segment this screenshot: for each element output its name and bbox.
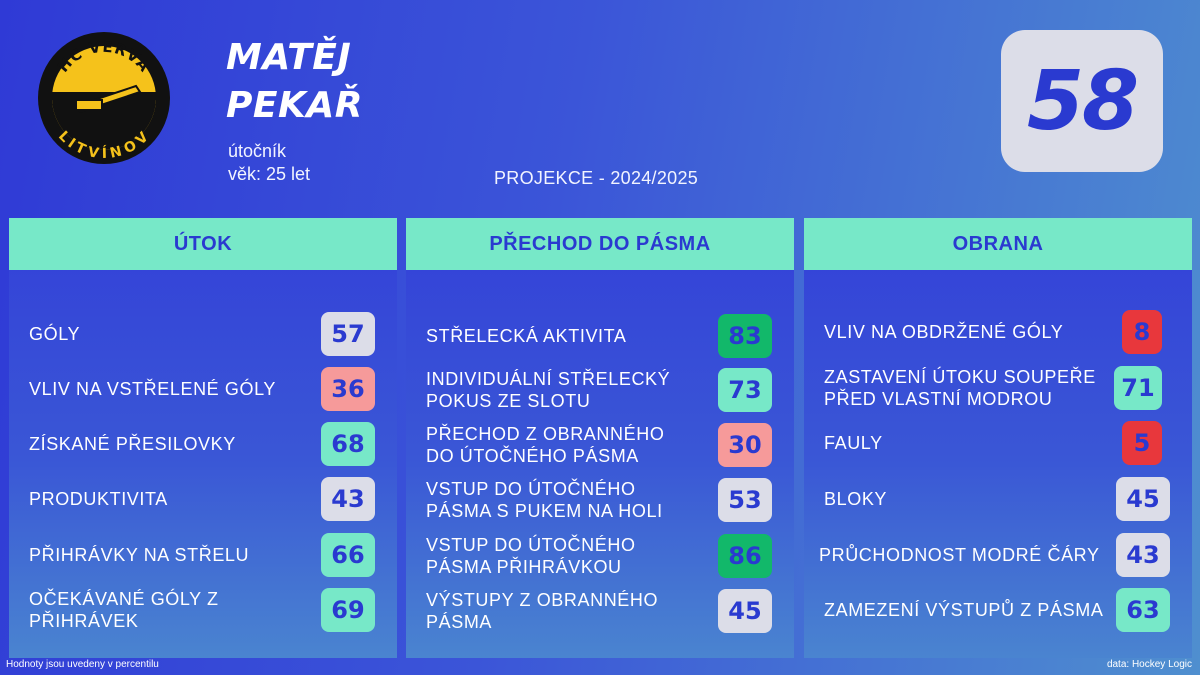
stat-label: STŘELECKÁ AKTIVITA [426, 326, 627, 346]
player-age: věk: 25 let [228, 164, 311, 184]
stat-row: VLIV NA VSTŘELENÉ GÓLY 36 [9, 365, 397, 413]
stat-value-badge: 83 [718, 314, 772, 358]
stat-label: VSTUP DO ÚTOČNÉHO PÁSMA S PUKEM NA HOLI [426, 479, 663, 521]
player-position: útočník [228, 141, 287, 161]
panel-prechod: PŘECHOD DO PÁSMA STŘELECKÁ AKTIVITA 83 IN… [406, 218, 794, 658]
player-name: MATĚJ PEKAŘ [226, 34, 486, 130]
stat-value-badge: 36 [321, 367, 375, 411]
stat-label: PRŮCHODNOST MODRÉ ČÁRY [819, 545, 1100, 565]
stat-row: VSTUP DO ÚTOČNÉHO PÁSMA S PUKEM NA HOLI 5… [406, 476, 794, 524]
panel-obrana: OBRANA VLIV NA OBDRŽENÉ GÓLY 8 ZASTAVENÍ … [804, 218, 1192, 658]
stat-row: PRODUKTIVITA 43 [9, 475, 397, 523]
stat-value-badge: 53 [718, 478, 772, 522]
stat-value-badge: 66 [321, 533, 375, 577]
panel-utok: ÚTOK GÓLY 57 VLIV NA VSTŘELENÉ GÓLY 36 ZÍS… [9, 218, 397, 658]
stat-value-badge: 69 [321, 588, 375, 632]
stat-label: VLIV NA OBDRŽENÉ GÓLY [824, 322, 1064, 342]
stat-row: PŘIHRÁVKY NA STŘELU 66 [9, 531, 397, 579]
stat-value-badge: 43 [1116, 533, 1170, 577]
stat-row: ZASTAVENÍ ÚTOKU SOUPEŘE PŘED VLASTNÍ MOD… [804, 364, 1192, 412]
stat-row: OČEKÁVANÉ GÓLY Z PŘIHRÁVEK 69 [9, 586, 397, 634]
stat-value-badge: 8 [1122, 310, 1162, 354]
stat-value-badge: 5 [1122, 421, 1162, 465]
stat-value-badge: 86 [718, 534, 772, 578]
stat-row: VÝSTUPY Z OBRANNÉHO PÁSMA 45 [406, 587, 794, 635]
stat-row: INDIVIDUÁLNÍ STŘELECKÝ POKUS ZE SLOTU 73 [406, 366, 794, 414]
stat-row: FAULY 5 [804, 419, 1192, 467]
stat-row: ZAMEZENÍ VÝSTUPŮ Z PÁSMA 63 [804, 586, 1192, 634]
stat-row: STŘELECKÁ AKTIVITA 83 [406, 312, 794, 360]
player-first-name: MATĚJ [226, 37, 352, 78]
stat-value-badge: 73 [718, 368, 772, 412]
stat-label: ZASTAVENÍ ÚTOKU SOUPEŘE PŘED VLASTNÍ MOD… [824, 367, 1096, 409]
player-last-name: PEKAŘ [226, 85, 363, 126]
stat-label: ZÍSKANÉ PŘESILOVKY [29, 434, 236, 454]
stat-label: FAULY [824, 433, 883, 453]
stat-row: ZÍSKANÉ PŘESILOVKY 68 [9, 420, 397, 468]
stat-value-badge: 71 [1114, 366, 1162, 410]
stat-label: VSTUP DO ÚTOČNÉHO PÁSMA PŘIHRÁVKOU [426, 535, 636, 577]
stat-label: GÓLY [29, 324, 81, 344]
projection-label: PROJEKCE - 2024/2025 [494, 168, 699, 188]
stat-label: VLIV NA VSTŘELENÉ GÓLY [29, 379, 276, 399]
panel-title: OBRANA [804, 218, 1192, 270]
stat-value-badge: 30 [718, 423, 772, 467]
stat-row: PRŮCHODNOST MODRÉ ČÁRY 43 [804, 531, 1192, 579]
panel-title: PŘECHOD DO PÁSMA [406, 218, 794, 270]
club-logo: HC VERVA LITVÍNOV [36, 30, 172, 166]
stat-row: VSTUP DO ÚTOČNÉHO PÁSMA PŘIHRÁVKOU 86 [406, 532, 794, 580]
stat-row: BLOKY 45 [804, 475, 1192, 523]
stat-label: ZAMEZENÍ VÝSTUPŮ Z PÁSMA [824, 600, 1104, 620]
footer-source: data: Hockey Logic [1106, 659, 1192, 670]
stat-row: VLIV NA OBDRŽENÉ GÓLY 8 [804, 308, 1192, 356]
stat-value-badge: 43 [321, 477, 375, 521]
stat-value-badge: 68 [321, 422, 375, 466]
panel-title: ÚTOK [9, 218, 397, 270]
stat-label: PRODUKTIVITA [29, 489, 168, 509]
stat-value-badge: 45 [718, 589, 772, 633]
stat-label: PŘECHOD Z OBRANNÉHO DO ÚTOČNÉHO PÁSMA [426, 424, 665, 466]
footer-note: Hodnoty jsou uvedeny v percentilu [6, 659, 159, 670]
stat-value-badge: 45 [1116, 477, 1170, 521]
stat-row: PŘECHOD Z OBRANNÉHO DO ÚTOČNÉHO PÁSMA 30 [406, 421, 794, 469]
overall-rating: 58 [1026, 53, 1139, 149]
stat-label: OČEKÁVANÉ GÓLY Z PŘIHRÁVEK [29, 589, 219, 631]
stat-label: PŘIHRÁVKY NA STŘELU [29, 545, 250, 565]
stat-row: GÓLY 57 [9, 310, 397, 358]
stat-label: VÝSTUPY Z OBRANNÉHO PÁSMA [426, 590, 659, 632]
stat-value-badge: 57 [321, 312, 375, 356]
stat-label: INDIVIDUÁLNÍ STŘELECKÝ POKUS ZE SLOTU [426, 369, 671, 411]
stat-label: BLOKY [824, 489, 888, 509]
stat-value-badge: 63 [1116, 588, 1170, 632]
overall-rating-badge: 58 [1001, 30, 1163, 172]
player-meta: útočník věk: 25 let [228, 140, 310, 186]
